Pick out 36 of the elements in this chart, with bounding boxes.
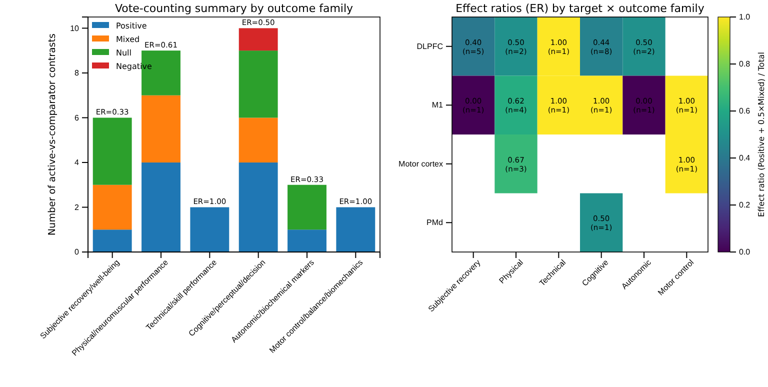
color-bar-label: 0.2 — [739, 200, 751, 210]
bar — [336, 207, 376, 252]
y-tick-label: DLPFC — [416, 42, 444, 51]
y-tick-label: 0 — [74, 248, 80, 257]
bar — [288, 184, 326, 230]
y-tick-label: Motor cortex — [398, 159, 443, 168]
bar — [288, 230, 326, 252]
bar — [238, 28, 278, 51]
y-tick-label: 6 — [74, 113, 80, 122]
bar — [238, 162, 278, 252]
y-tick-label: 10 — [70, 24, 80, 33]
y-axis-title: Number of active-vs-comparator contrasts — [47, 34, 58, 236]
color-bar-title: Effect ratio (Positive + 0.5×Mixed) / Total — [757, 52, 766, 217]
color-bar-label: 0.6 — [739, 106, 751, 116]
chart-title: Effect ratios (ER) by target × outcome family — [456, 2, 705, 15]
bar — [92, 230, 132, 252]
bar — [92, 184, 132, 230]
chart-title: Vote-counting summary by outcome family — [114, 2, 354, 15]
color-bar-label: 0.4 — [739, 154, 751, 163]
legend-label: Null — [116, 48, 132, 58]
y-tick-label: 2 — [74, 202, 80, 212]
bar — [142, 162, 180, 252]
bar — [142, 95, 180, 162]
y-tick-label: M1 — [432, 100, 444, 110]
color-bar-label: 0.8 — [739, 60, 751, 69]
bar — [92, 118, 132, 185]
color-bar-label: 0.0 — [739, 248, 751, 257]
legend-label: Positive — [116, 22, 147, 30]
color-bar-label: 1.0 — [739, 12, 751, 22]
y-tick-label: PMd — [426, 218, 443, 228]
y-tick-label: 4 — [74, 158, 80, 168]
bar — [190, 207, 230, 252]
bar — [238, 50, 278, 118]
y-tick-label: 8 — [74, 68, 80, 78]
legend-label: Mixed — [116, 35, 140, 44]
bar — [238, 118, 278, 162]
